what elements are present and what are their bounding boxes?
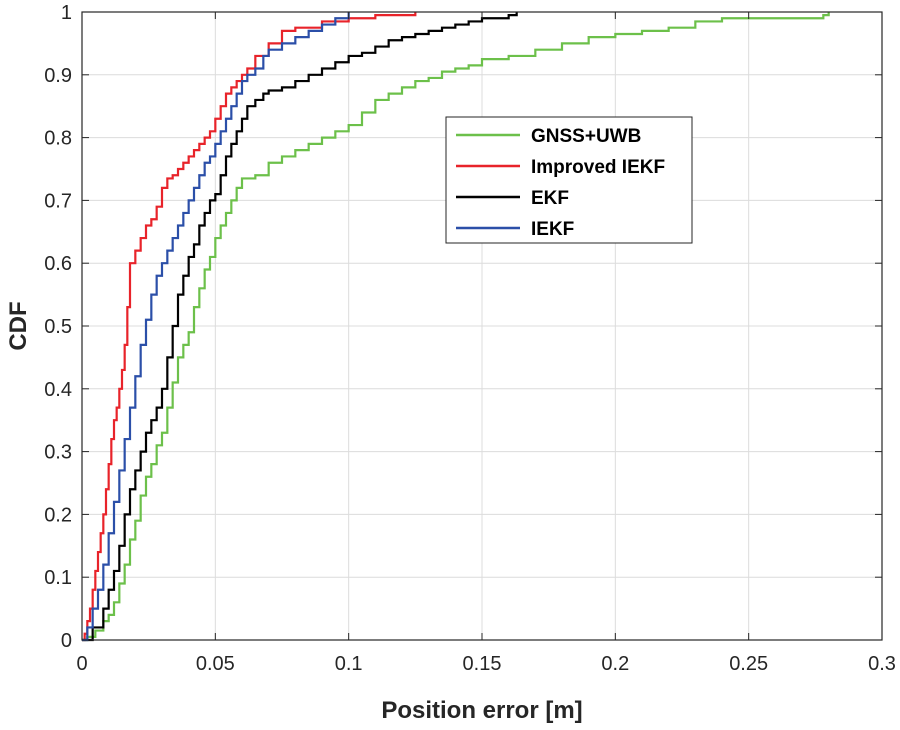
legend-label-gnss-uwb: GNSS+UWB	[531, 126, 641, 147]
grid-layer	[82, 12, 882, 640]
y-tick-label: 0.1	[44, 567, 72, 589]
y-tick-label: 0	[61, 630, 72, 652]
y-tick-label: 0.3	[44, 442, 72, 464]
legend-label-ekf: EKF	[531, 188, 569, 209]
y-tick-label: 0.7	[44, 190, 72, 212]
legend-box	[445, 116, 693, 244]
legend-label-iekf: IEKF	[531, 219, 574, 240]
x-tick-label: 0.05	[196, 653, 235, 675]
legend: GNSS+UWB Improved IEKF EKF IEKF	[445, 116, 693, 244]
y-tick-label: 0.6	[44, 253, 72, 275]
x-tick-label: 0	[76, 653, 87, 675]
x-tick-label: 0.25	[729, 653, 768, 675]
tick-layer: 0 0.05 0.1 0.15 0.2 0.25 0.3 0 0.1 0.2 0.3 0.4 0.5 0.…	[44, 2, 896, 675]
y-axis-label: CDF	[5, 301, 32, 350]
series-line-gnss-uwb	[82, 12, 830, 642]
series-layer	[82, 12, 830, 642]
series-line-iekf	[82, 12, 350, 642]
series-line-improved-iekf	[82, 12, 417, 642]
y-tick-label: 0.5	[44, 316, 72, 338]
y-tick-label: 0.8	[44, 128, 72, 150]
x-tick-label: 0.2	[601, 653, 629, 675]
y-tick-label: 0.2	[44, 504, 72, 526]
series-line-ekf	[82, 12, 518, 642]
x-axis-label: Position error [m]	[381, 697, 582, 724]
y-tick-label: 0.4	[44, 379, 72, 401]
x-tick-label: 0.3	[868, 653, 896, 675]
x-tick-label: 0.15	[463, 653, 502, 675]
y-tick-label: 0.9	[44, 65, 72, 87]
x-tick-label: 0.1	[335, 653, 363, 675]
legend-items: GNSS+UWB Improved IEKF EKF IEKF	[456, 126, 665, 240]
legend-label-improved-iekf: Improved IEKF	[531, 157, 665, 178]
y-tick-label: 1	[61, 2, 72, 24]
